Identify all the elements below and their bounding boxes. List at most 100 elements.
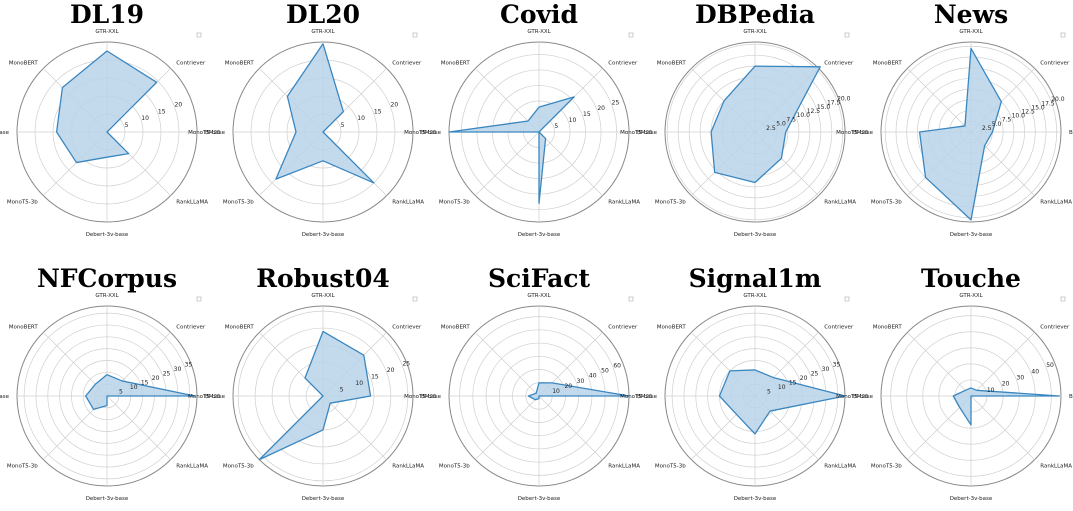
radial-tick-label: 12.5 bbox=[807, 108, 821, 115]
axis-label: GTR-XXL bbox=[311, 293, 335, 299]
axis-label: RankLLaMA bbox=[392, 199, 424, 205]
radial-tick-label: 2.5 bbox=[766, 125, 776, 132]
axis-label: MonoBERT bbox=[873, 325, 903, 331]
legend-box bbox=[844, 32, 850, 38]
radial-tick-label: 15 bbox=[583, 111, 591, 118]
chart-title: DBPedia bbox=[694, 0, 816, 29]
radial-tick-label: 25 bbox=[612, 99, 620, 106]
radial-tick-label: 60 bbox=[613, 363, 621, 370]
chart-title: Covid bbox=[499, 0, 579, 29]
legend-box bbox=[844, 296, 850, 302]
axis-label: MonoT5-3b bbox=[871, 199, 902, 205]
radial-tick-label: 10.0 bbox=[1012, 113, 1026, 120]
chart-title: DL20 bbox=[285, 0, 361, 29]
axis-label: Debert-3v-base bbox=[86, 496, 129, 502]
radial-tick-label: 25 bbox=[163, 370, 171, 377]
axis-label: MonoBERT bbox=[657, 61, 687, 67]
axis-label: MonoBERT bbox=[441, 325, 471, 331]
radial-tick-label: 35 bbox=[833, 361, 841, 368]
axis-label: GTR-XXL bbox=[527, 293, 551, 299]
data-polygon bbox=[527, 382, 630, 401]
radar-svg: 5 10 15 20 25 GTR-XXL Contriever BM25 RankLLaMA D… bbox=[404, 29, 653, 238]
chart-title: NFCorpus bbox=[36, 264, 178, 293]
radial-tick-label: 10.0 bbox=[797, 112, 811, 119]
axis-label: Debert-3v-base bbox=[302, 232, 345, 238]
axis-label: MonoT5-3b bbox=[7, 199, 38, 205]
axis-label: MonoT5-3b bbox=[223, 463, 254, 469]
radial-tick-label: 10 bbox=[355, 380, 363, 387]
radar-panel: Signal1m 5 10 15 20 25 30 35 GTR-XXL Contriever BM… bbox=[620, 264, 869, 511]
axis-label: MonoT5-base bbox=[404, 394, 442, 400]
spoke-line bbox=[970, 395, 1035, 460]
axis-label: MonoT5-base bbox=[0, 394, 10, 400]
legend-box bbox=[628, 296, 634, 302]
data-polygon bbox=[952, 387, 1061, 426]
radial-tick-label: 20 bbox=[391, 101, 399, 108]
spoke-line bbox=[106, 395, 171, 460]
axis-label: GTR-XXL bbox=[527, 29, 551, 35]
axis-label: BM25 bbox=[421, 394, 437, 400]
axis-label: MonoT5-base bbox=[836, 130, 874, 136]
chart-title: Robust04 bbox=[256, 264, 390, 293]
radial-tick-label: 30 bbox=[1017, 375, 1025, 382]
chart-title: News bbox=[933, 0, 1009, 29]
radial-tick-label: 7.5 bbox=[1002, 117, 1012, 124]
axis-label: MonoT5-base bbox=[188, 394, 226, 400]
axis-label: GTR-XXL bbox=[95, 293, 119, 299]
chart-title: SciFact bbox=[487, 264, 591, 293]
axis-label: MonoT5-3b bbox=[7, 463, 38, 469]
radial-tick-label: 25 bbox=[811, 370, 819, 377]
axis-label: GTR-XXL bbox=[95, 29, 119, 35]
axis-label: GTR-XXL bbox=[743, 293, 767, 299]
axis-label: Contriever bbox=[392, 61, 422, 67]
radar-svg: 2.55.07.510.012.515.017.520.0GTR-XXLCont… bbox=[836, 29, 1073, 238]
axis-label: MonoBERT bbox=[441, 61, 471, 67]
axis-label: BM25 bbox=[853, 394, 869, 400]
radial-tick-label: 15 bbox=[374, 108, 382, 115]
axis-label: RankLLaMA bbox=[176, 199, 208, 205]
radar-svg: 10 20 30 40 50 60 GTR-XXL Contriever BM25 RankLLa… bbox=[404, 293, 653, 502]
radial-tick-label: 5 bbox=[554, 123, 558, 130]
legend-box bbox=[1060, 296, 1066, 302]
radial-tick-label: 40 bbox=[589, 373, 597, 380]
axis-label: MonoT5-3b bbox=[223, 199, 254, 205]
radar-panel: DL19 5 10 15 20 GTR-XXL Contriever BM25 RankLLaM… bbox=[0, 0, 221, 247]
radial-tick-label: 15 bbox=[158, 108, 166, 115]
axis-label: RankLLaMA bbox=[392, 463, 424, 469]
radar-panel: Covid 5 10 15 20 25 GTR-XXL Contriever BM25 RankL… bbox=[404, 0, 653, 247]
radial-tick-label: 25 bbox=[402, 361, 410, 368]
legend-box bbox=[412, 32, 418, 38]
radial-tick-label: 15 bbox=[371, 374, 379, 381]
radial-tick-label: 15.0 bbox=[1031, 104, 1045, 111]
axis-label: Contriever bbox=[1040, 325, 1070, 331]
radar-svg: 5 10 15 20 GTR-XXL Contriever BM25 RankLLaMA Deb… bbox=[0, 29, 221, 238]
radial-tick-label: 10 bbox=[778, 384, 786, 391]
radar-panel: DBPedia 2.5 5.0 7.5 10.0 12.5 15.0 17.5 20.0 GTR-… bbox=[620, 0, 869, 247]
data-polygon bbox=[918, 47, 1002, 221]
radial-tick-label: 10 bbox=[357, 115, 365, 122]
radial-tick-label: 50 bbox=[1046, 362, 1054, 369]
axis-label: GTR-XXL bbox=[743, 29, 767, 35]
radar-panel: Touche 10 20 30 40 50 GTR-XXL Contriever BM25 Ran… bbox=[836, 264, 1073, 511]
spoke-line bbox=[475, 131, 540, 196]
radial-tick-label: 15.0 bbox=[817, 104, 831, 111]
spoke-line bbox=[907, 332, 972, 397]
radar-svg: 10 20 30 40 50 GTR-XXL Contriever BM25 RankLLaMA… bbox=[836, 293, 1073, 502]
axis-label: Contriever bbox=[824, 325, 854, 331]
legend-box bbox=[196, 296, 202, 302]
data-polygon bbox=[448, 96, 575, 205]
axis-label: MonoT5-base bbox=[0, 130, 10, 136]
radial-tick-label: 20 bbox=[597, 105, 605, 112]
radar-panel: DL20 5 10 15 20 GTR-XXL Contriever BM25 RankLLaM… bbox=[188, 0, 437, 247]
axis-label: Debert-3v-base bbox=[518, 496, 561, 502]
axis-label: MonoBERT bbox=[873, 61, 903, 67]
radial-tick-label: 40 bbox=[1031, 368, 1039, 375]
axis-label: Contriever bbox=[608, 325, 638, 331]
data-polygon bbox=[710, 65, 821, 184]
radial-tick-label: 10 bbox=[569, 117, 577, 124]
axis-label: RankLLaMA bbox=[824, 199, 856, 205]
radar-svg: 5 10 15 20 GTR-XXL Contriever BM25 RankLLaMA Deb… bbox=[188, 29, 437, 238]
axis-label: Contriever bbox=[608, 61, 638, 67]
